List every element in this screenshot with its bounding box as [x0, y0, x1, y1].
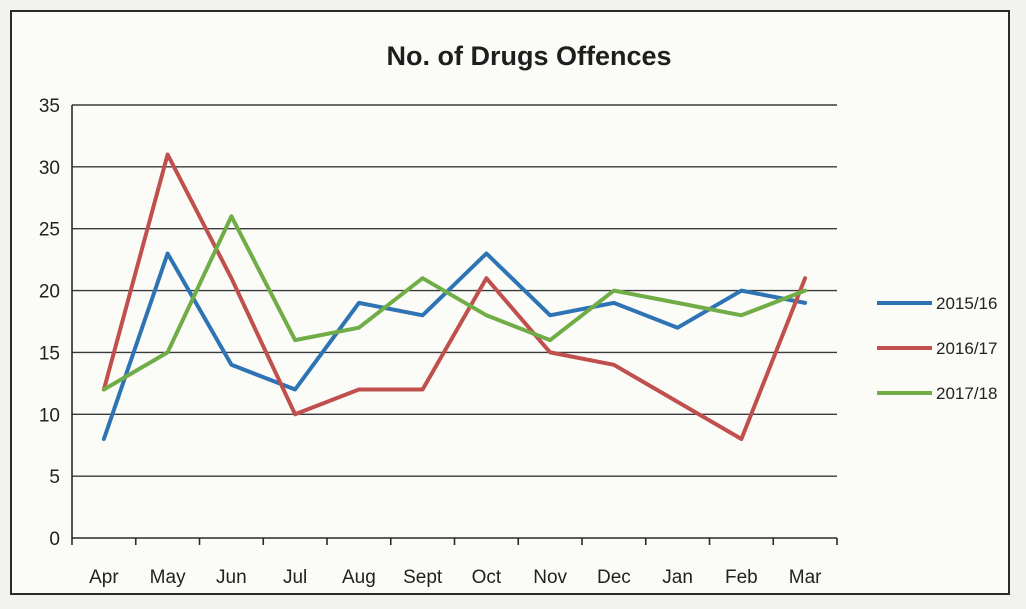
- x-tick-label: Apr: [89, 567, 119, 588]
- y-tick-label: 10: [39, 405, 60, 426]
- y-tick-label: 20: [39, 282, 60, 303]
- x-tick-label: Dec: [597, 567, 631, 588]
- chart-frame: No. of Drugs Offences 0 5 10 15 20 25 30 35 Apr…: [10, 10, 1010, 595]
- series-line-2017-18: [101, 214, 808, 392]
- y-axis-ticks: 0 5 10 15 20 25 30 35: [39, 96, 60, 550]
- x-axis-ticks: Apr May Jun Jul Aug Sept Oct Nov Dec Jan Feb Mar: [71, 538, 838, 588]
- x-tick-label: Jul: [283, 567, 307, 588]
- gridlines: [71, 104, 837, 539]
- x-tick-label: Mar: [789, 567, 822, 588]
- x-tick-label: Nov: [533, 567, 567, 588]
- y-tick-label: 25: [39, 220, 60, 241]
- legend: 2015/16 2016/17 2017/18: [877, 294, 997, 403]
- series-line-2016-17: [101, 152, 808, 441]
- series-lines: [101, 152, 808, 441]
- y-tick-label: 5: [49, 467, 60, 488]
- x-tick-label: Feb: [725, 567, 758, 588]
- legend-label: 2016/17: [936, 339, 997, 358]
- x-tick-label: Jan: [662, 567, 693, 588]
- x-tick-label: Aug: [342, 567, 376, 588]
- x-tick-label: Oct: [472, 567, 502, 588]
- legend-label: 2017/18: [936, 384, 997, 403]
- y-tick-label: 35: [39, 96, 60, 117]
- y-tick-label: 0: [49, 529, 60, 550]
- x-tick-label: May: [150, 567, 186, 588]
- series-line-2015-16: [101, 251, 808, 441]
- legend-label: 2015/16: [936, 294, 997, 313]
- y-tick-label: 30: [39, 158, 60, 179]
- x-tick-label: Jun: [216, 567, 247, 588]
- line-chart: No. of Drugs Offences 0 5 10 15 20 25 30 35 Apr…: [39, 41, 998, 588]
- x-tick-label: Sept: [403, 567, 443, 588]
- y-tick-label: 15: [39, 343, 60, 364]
- chart-title: No. of Drugs Offences: [386, 41, 671, 71]
